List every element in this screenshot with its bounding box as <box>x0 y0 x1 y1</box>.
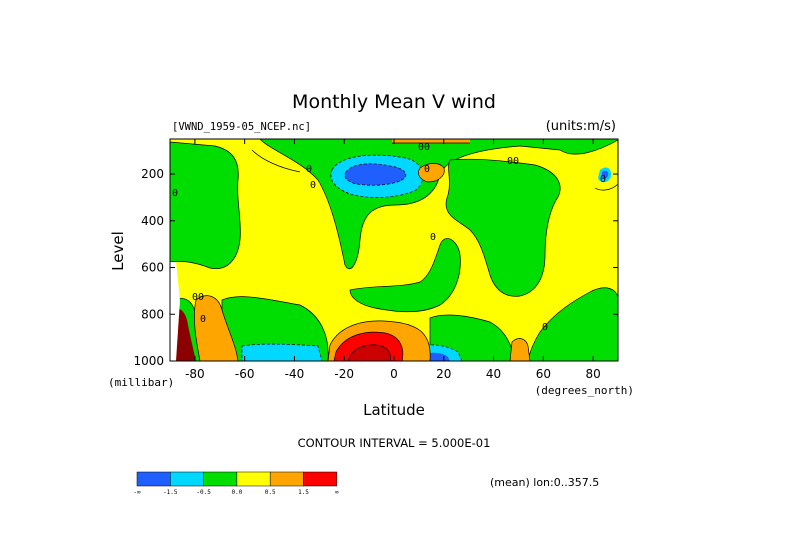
y-tick-label: 800 <box>141 307 164 321</box>
legend-swatch <box>303 471 338 487</box>
contour-line-2 <box>594 183 618 191</box>
contour-label: 0 <box>600 174 606 185</box>
field-green-region-2 <box>170 139 241 270</box>
legend-swatch <box>203 471 238 487</box>
color-legend: -∞ -1.5 -0.5 0.0 0.5 1.5 ∞ <box>133 471 339 496</box>
contour-labels: 0 0 0 00 0 00 0 00 0 0 0 <box>172 142 606 333</box>
contour-label: 0 <box>172 188 178 199</box>
field-orange-south-polar <box>194 295 239 361</box>
contour-label: 0 <box>306 164 312 175</box>
legend-label: -∞ <box>133 489 141 496</box>
legend-swatch <box>236 471 271 487</box>
y-tick-label: 1000 <box>133 354 164 368</box>
legend-label: 0.0 <box>231 489 242 496</box>
field-darkred-surface-core <box>347 344 392 361</box>
field-cyan-surface-1 <box>241 343 323 361</box>
contour-label: 0 <box>310 180 316 191</box>
x-tick-label: 0 <box>390 367 398 381</box>
y-tick-label: 200 <box>141 167 164 181</box>
x-tick-label: -60 <box>235 367 255 381</box>
legend-label: ∞ <box>335 489 339 496</box>
legend-swatch <box>136 471 171 487</box>
x-tick-label: -40 <box>285 367 305 381</box>
units-label: (units:m/s) <box>546 119 616 134</box>
field-green-region-4 <box>349 238 461 313</box>
field-orange-top-strip <box>392 139 470 143</box>
contour-interval-label: CONTOUR INTERVAL = 5.000E-01 <box>298 436 491 450</box>
y-axis-unit: (millibar) <box>108 376 174 389</box>
x-tick-label: -20 <box>334 367 354 381</box>
x-tick-label: 60 <box>536 367 551 381</box>
x-axis-unit: (degrees_north) <box>535 384 634 397</box>
field-orange-surface-east <box>509 338 531 361</box>
contour-label: 00 <box>507 156 519 167</box>
field-blue-polar-north <box>602 170 609 179</box>
contour-line-1 <box>251 149 301 173</box>
y-tick-label: 400 <box>141 214 164 228</box>
x-axis-ticks: -80 -60 -40 -20 0 20 40 60 80 <box>185 139 601 381</box>
plot-area <box>170 139 618 361</box>
legend-swatch <box>269 471 304 487</box>
field-green-region-8 <box>527 287 618 361</box>
field-missing-data <box>170 262 180 361</box>
y-axis-ticks: 200 400 600 800 1000 <box>133 167 618 368</box>
field-orange-upper <box>418 163 445 183</box>
field-green-region-3 <box>445 158 561 297</box>
contour-label: 00 <box>192 292 204 303</box>
field-blue-upper <box>344 163 407 186</box>
legend-label: 1.5 <box>298 489 309 496</box>
x-tick-label: 80 <box>585 367 600 381</box>
x-tick-label: -80 <box>185 367 205 381</box>
contour-label: 00 <box>418 142 430 153</box>
contour-label: 0 <box>430 232 436 243</box>
field-green-region-1 <box>170 139 618 270</box>
x-tick-label: 40 <box>486 367 501 381</box>
contour-label: 0 <box>200 314 206 325</box>
chart-title: Monthly Mean V wind <box>292 91 496 113</box>
x-tick-label: 20 <box>436 367 451 381</box>
legend-label: 0.5 <box>265 489 276 496</box>
legend-label: -0.5 <box>196 489 211 496</box>
contour-label: 0 <box>424 164 430 175</box>
legend-label: -1.5 <box>163 489 178 496</box>
contour-label: 0 <box>542 322 548 333</box>
x-axis-label: Latitude <box>363 401 425 419</box>
y-axis-label: Level <box>109 231 127 271</box>
legend-swatch <box>170 471 204 487</box>
y-tick-label: 600 <box>141 261 164 275</box>
dataset-label: [VWND_1959-05_NCEP.nc] <box>172 121 311 133</box>
mean-note: (mean) lon:0..357.5 <box>490 476 599 489</box>
